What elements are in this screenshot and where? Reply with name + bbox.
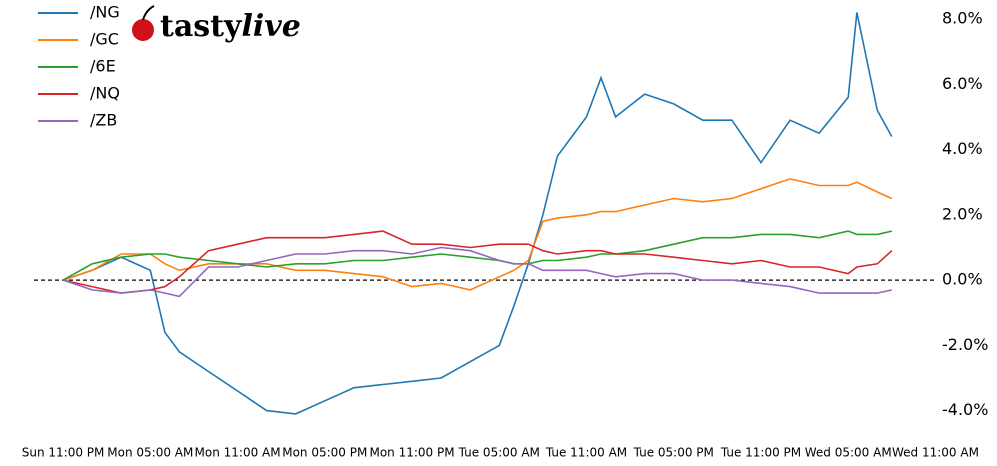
x-tick-label: Wed 05:00 AM xyxy=(805,446,892,460)
x-tick-label: Tue 05:00 AM xyxy=(458,446,540,460)
x-tick-label: Mon 05:00 AM xyxy=(107,446,193,460)
x-tick-label: Sun 11:00 PM xyxy=(22,446,105,460)
logo-suffix: live xyxy=(241,9,300,44)
y-tick-label: 0.0% xyxy=(942,270,983,289)
y-tick-label: 8.0% xyxy=(942,9,983,28)
series-line xyxy=(62,230,893,294)
logo-stem xyxy=(142,5,155,21)
legend-label: /ZB xyxy=(90,111,117,130)
logo-cherry xyxy=(132,19,154,41)
y-tick-label: -2.0% xyxy=(942,335,988,354)
y-tick-label: 6.0% xyxy=(942,74,983,93)
y-tick-label: 4.0% xyxy=(942,139,983,158)
logo: tastylive xyxy=(132,5,301,44)
series-line xyxy=(62,178,893,291)
y-tick-label: -4.0% xyxy=(942,400,988,419)
x-tick-label: Mon 05:00 PM xyxy=(282,446,367,460)
series-line xyxy=(62,230,892,281)
y-tick-label: 2.0% xyxy=(942,204,983,223)
legend-label: /GC xyxy=(90,30,119,49)
legend-label: /6E xyxy=(90,57,116,76)
x-tick-label: Tue 11:00 PM xyxy=(720,446,801,460)
x-tick-label: Tue 11:00 AM xyxy=(545,446,627,460)
series-line xyxy=(62,12,893,415)
legend-label: /NQ xyxy=(90,84,120,103)
legend-label: /NG xyxy=(90,3,120,22)
x-tick-label: Mon 11:00 AM xyxy=(195,446,281,460)
x-tick-label: Tue 05:00 PM xyxy=(633,446,714,460)
logo-text: tastylive xyxy=(160,9,301,44)
x-tick-label: Wed 11:00 AM xyxy=(892,446,979,460)
x-tick-label: Mon 11:00 PM xyxy=(369,446,454,460)
logo-brand: tasty xyxy=(160,9,243,44)
series-line xyxy=(62,246,892,298)
